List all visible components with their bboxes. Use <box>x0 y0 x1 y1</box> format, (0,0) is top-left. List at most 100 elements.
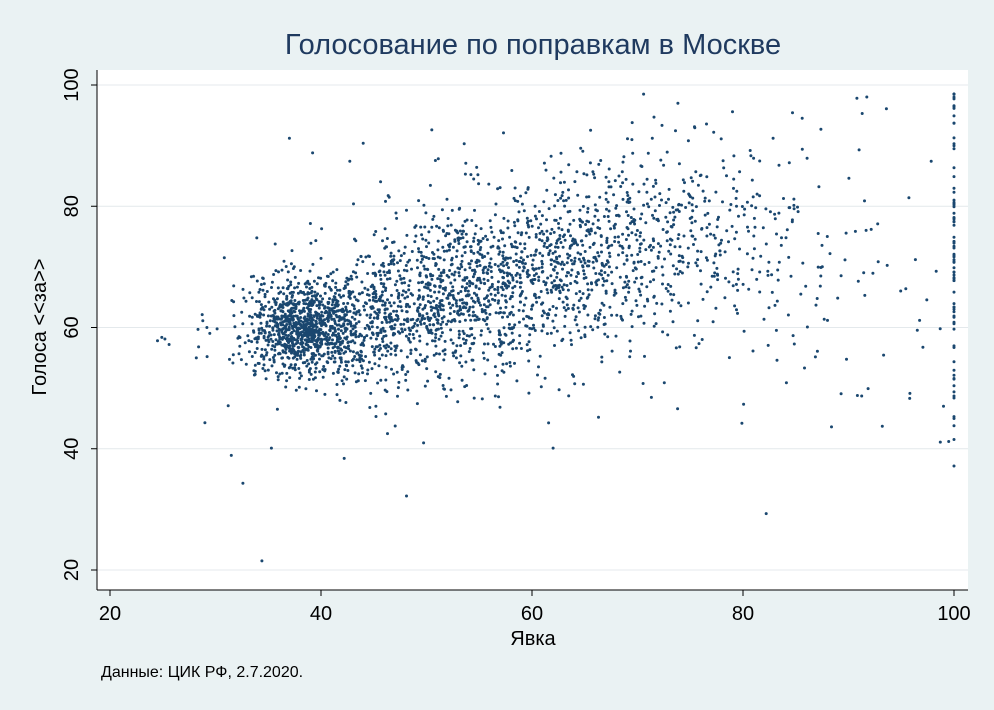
data-point <box>688 193 691 197</box>
data-point <box>474 318 478 322</box>
data-point <box>421 237 425 241</box>
data-point <box>423 285 427 289</box>
data-point <box>331 270 335 274</box>
data-point <box>240 310 244 314</box>
data-point <box>229 453 233 457</box>
data-point <box>354 335 358 339</box>
data-point <box>417 250 421 254</box>
data-point <box>433 290 437 294</box>
data-point <box>535 217 538 221</box>
data-point <box>952 121 956 125</box>
data-point <box>317 345 321 349</box>
data-point <box>349 274 353 278</box>
data-point <box>555 255 558 259</box>
data-point <box>307 322 311 326</box>
data-point <box>279 321 283 325</box>
data-point <box>465 384 469 387</box>
data-point <box>532 274 536 277</box>
data-point <box>308 222 312 225</box>
data-point <box>405 269 409 273</box>
data-point <box>422 322 426 325</box>
data-point <box>463 251 467 254</box>
data-point <box>866 387 870 391</box>
data-point <box>604 191 608 195</box>
data-point <box>320 310 324 314</box>
data-point <box>418 334 422 338</box>
data-point <box>789 274 793 278</box>
data-point <box>494 202 498 206</box>
data-point <box>766 343 770 347</box>
data-point <box>350 277 354 281</box>
data-point <box>339 295 343 299</box>
data-point <box>691 179 695 183</box>
data-point <box>294 302 298 306</box>
data-point <box>494 311 498 315</box>
data-point <box>397 249 401 253</box>
data-point <box>457 242 461 245</box>
data-point <box>599 243 603 247</box>
data-point <box>321 297 325 301</box>
data-point <box>586 210 590 214</box>
data-point <box>430 225 434 229</box>
data-point <box>348 309 352 313</box>
data-point <box>365 313 369 317</box>
data-point <box>471 275 475 279</box>
data-point <box>299 356 303 360</box>
data-point <box>727 280 731 284</box>
data-point <box>420 257 424 261</box>
data-point <box>596 218 600 222</box>
data-point <box>310 352 314 356</box>
data-point <box>819 266 823 269</box>
data-point <box>864 228 868 232</box>
data-point <box>729 203 733 206</box>
data-point <box>551 251 555 255</box>
data-point <box>449 263 453 267</box>
data-point <box>486 342 490 346</box>
data-point <box>547 207 551 211</box>
data-point <box>302 333 306 337</box>
data-point <box>777 211 781 215</box>
data-point <box>424 256 428 259</box>
data-point <box>463 286 467 290</box>
data-point <box>564 308 568 312</box>
data-point <box>382 270 386 274</box>
data-point <box>385 237 389 240</box>
data-point <box>518 281 522 285</box>
data-point <box>418 303 422 307</box>
data-point <box>454 299 458 303</box>
data-point <box>652 278 656 282</box>
data-point <box>588 245 592 249</box>
data-point <box>727 356 731 360</box>
data-point <box>869 227 873 231</box>
data-point <box>385 245 388 249</box>
data-point <box>433 159 437 162</box>
data-point <box>502 326 506 330</box>
data-point <box>255 279 259 283</box>
data-point <box>400 365 404 369</box>
data-point <box>405 310 409 314</box>
data-point <box>439 323 443 326</box>
data-point <box>309 372 313 376</box>
data-point <box>736 272 740 276</box>
data-point <box>443 387 446 391</box>
data-point <box>577 329 581 333</box>
data-point <box>383 308 387 312</box>
data-point <box>720 238 723 242</box>
data-point <box>309 346 313 349</box>
data-point <box>379 277 383 281</box>
data-point <box>476 173 480 177</box>
data-point <box>496 373 499 377</box>
data-point <box>203 421 207 425</box>
data-point <box>796 210 800 214</box>
data-point <box>640 212 644 216</box>
data-point <box>304 343 308 346</box>
data-point <box>453 270 457 274</box>
data-point <box>562 306 566 310</box>
data-point <box>449 223 453 227</box>
data-point <box>325 342 329 346</box>
data-point <box>509 295 513 298</box>
data-point <box>315 304 319 308</box>
data-point <box>585 173 589 177</box>
data-point <box>442 258 446 262</box>
data-point <box>233 325 237 329</box>
